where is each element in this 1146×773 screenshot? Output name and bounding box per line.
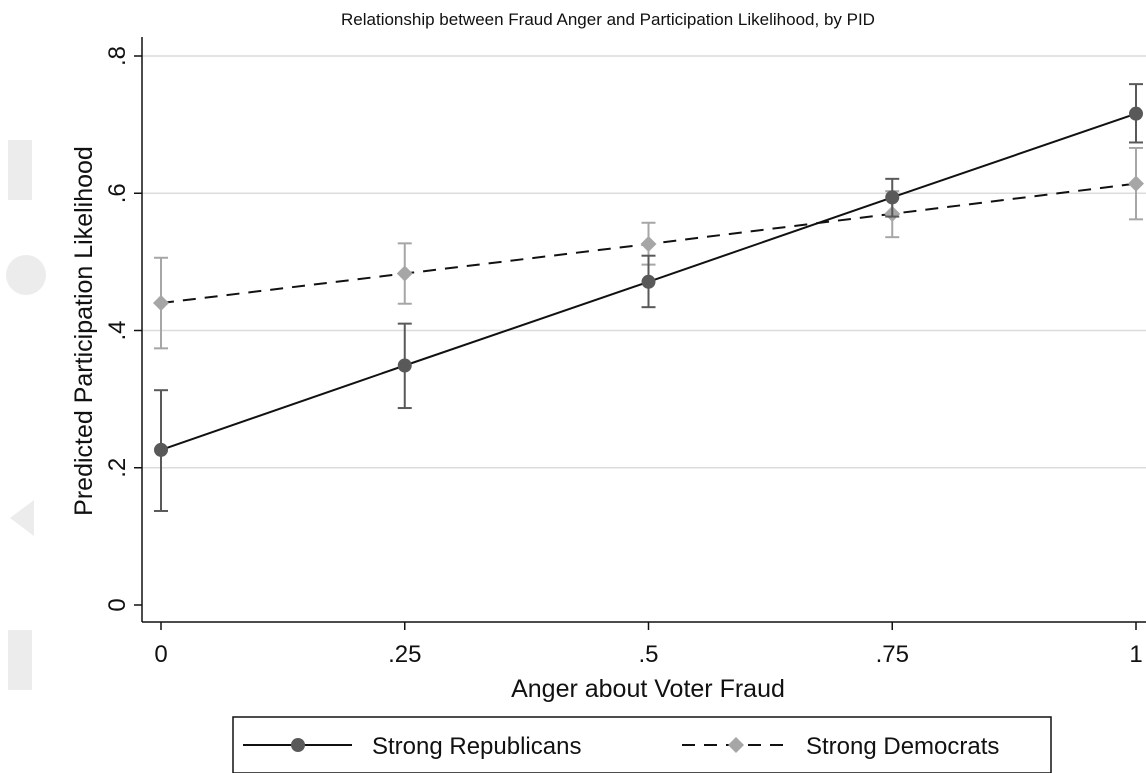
y-tick-label-3: .6 <box>104 183 131 203</box>
legend-marker-democrats <box>728 737 744 753</box>
x-tick-label-1: .25 <box>388 641 421 668</box>
chart-title: Relationship between Fraud Anger and Par… <box>341 10 875 29</box>
x-tick-label-0: 0 <box>154 641 167 668</box>
legend-label-democrats: Strong Democrats <box>806 733 999 760</box>
background-shape-top <box>8 140 32 200</box>
x-tick-label-2: .5 <box>638 641 658 668</box>
x-tick-label-4: 1 <box>1129 641 1142 668</box>
x-axis-label: Anger about Voter Fraud <box>511 675 785 703</box>
background-shape-circle <box>6 255 46 295</box>
background-shape-bottom <box>8 630 32 690</box>
y-tick-label-2: .4 <box>104 320 131 340</box>
point-0-2 <box>641 274 656 289</box>
point-1-1 <box>396 265 413 282</box>
series-strong-republicans <box>154 83 1143 512</box>
legend-marker-republicans <box>291 738 305 752</box>
point-0-4 <box>1129 106 1143 121</box>
point-1-4 <box>1128 175 1144 192</box>
y-tick-label-4: .8 <box>104 46 131 66</box>
axes: 0 .2 .4 .6 .8 0 .25 .5 .75 1 <box>104 37 1146 668</box>
point-1-0 <box>153 295 169 312</box>
point-0-1 <box>397 358 412 373</box>
legend-label-republicans: Strong Republicans <box>372 733 581 760</box>
y-axis-label: Predicted Participation Likelihood <box>70 146 98 516</box>
x-tick-label-3: .75 <box>876 641 909 668</box>
point-0-3 <box>885 190 900 205</box>
series-strong-democrats <box>153 146 1144 350</box>
gridlines <box>142 55 1146 469</box>
point-0-0 <box>154 442 168 457</box>
plot-series <box>153 83 1144 512</box>
y-tick-label-1: .2 <box>104 458 131 478</box>
legend-box <box>232 716 1052 773</box>
point-1-2 <box>640 236 657 253</box>
y-tick-label-0: 0 <box>104 598 131 611</box>
legend: Strong Republicans Strong Democrats <box>232 716 1052 773</box>
